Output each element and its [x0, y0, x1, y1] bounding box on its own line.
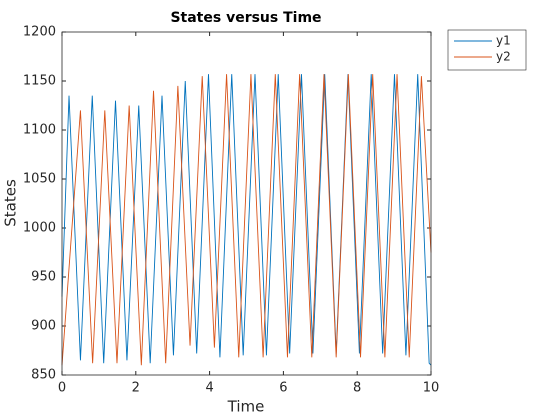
y-tick-label: 1000 — [23, 221, 56, 236]
x-tick-label: 6 — [279, 381, 287, 396]
axes-box — [61, 31, 432, 376]
y-tick-label: 900 — [31, 319, 56, 334]
legend-label: y2 — [496, 50, 511, 64]
y-tick-label: 950 — [31, 270, 56, 285]
x-axis-label: Time — [227, 398, 265, 416]
y-tick-label: 1050 — [23, 172, 56, 187]
y-tick-label: 1150 — [23, 74, 56, 89]
legend-label: y1 — [496, 34, 511, 48]
x-tick-label: 8 — [353, 381, 361, 396]
x-tick-label: 10 — [423, 381, 440, 396]
x-tick-label: 2 — [132, 381, 140, 396]
y-tick-label: 1200 — [23, 25, 56, 40]
series-line — [61, 74, 432, 366]
series-line — [61, 74, 432, 366]
y-axis-label: States — [2, 179, 20, 227]
x-tick-label: 0 — [58, 381, 66, 396]
y-tick-label: 1100 — [23, 123, 56, 138]
chart-title: States versus Time — [170, 10, 321, 26]
y-tick-label: 850 — [31, 368, 56, 383]
x-tick-label: 4 — [205, 381, 213, 396]
legend-box — [447, 29, 527, 71]
